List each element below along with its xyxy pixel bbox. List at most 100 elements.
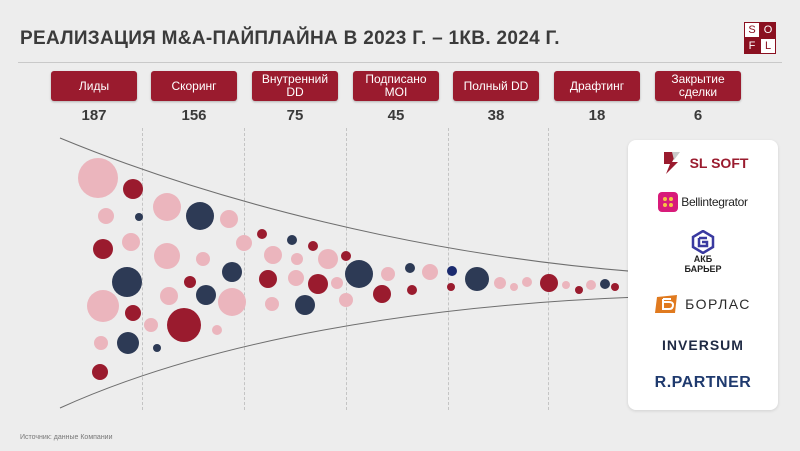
logo-letter: F xyxy=(744,38,760,54)
stage-count: 45 xyxy=(387,107,405,124)
deal-bubble xyxy=(522,277,532,287)
deal-bubble xyxy=(295,295,315,315)
logo-letter: L xyxy=(760,38,776,54)
deal-bubble xyxy=(287,235,297,245)
deal-bubble xyxy=(125,305,141,321)
deal-bubble xyxy=(331,277,343,289)
stage-label-scoring: Скоринг xyxy=(151,71,237,101)
funnel-top-curve xyxy=(59,137,641,273)
company-rpartner: R.PARTNER xyxy=(628,370,778,396)
deal-bubble xyxy=(144,318,158,332)
sl-soft-logo-icon xyxy=(663,152,680,174)
deal-bubble xyxy=(422,264,438,280)
deal-bubble xyxy=(510,283,518,291)
deal-bubble xyxy=(447,283,455,291)
stage-count: 18 xyxy=(588,107,606,124)
company-name: БОРЛАС xyxy=(685,296,751,312)
stage-count: 6 xyxy=(693,107,703,124)
deal-bubble xyxy=(92,364,108,380)
stage-divider xyxy=(548,128,549,410)
stage-count: 38 xyxy=(487,107,505,124)
funnel-bottom-curve xyxy=(59,296,641,409)
deal-bubble xyxy=(265,297,279,311)
sofl-logo: S O F L xyxy=(744,22,776,54)
deal-bubble xyxy=(494,277,506,289)
deal-bubble xyxy=(160,287,178,305)
deal-bubble xyxy=(184,276,196,288)
deal-bubble xyxy=(196,252,210,266)
deal-bubble xyxy=(345,260,373,288)
deal-bubble xyxy=(259,270,277,288)
stage-label-leads: Лиды xyxy=(51,71,137,101)
barrier-logo-icon xyxy=(691,230,715,254)
company-bellintegrator: Bellintegrator xyxy=(628,188,778,216)
deal-bubble xyxy=(447,266,457,276)
deal-bubble xyxy=(122,233,140,251)
deal-bubble xyxy=(196,285,216,305)
deal-bubble xyxy=(153,193,181,221)
company-sl-soft: SL SOFT xyxy=(628,146,778,180)
stage-label-moi: Подписано MOI xyxy=(353,71,439,101)
deal-bubble xyxy=(308,274,328,294)
deal-bubble xyxy=(257,229,267,239)
deal-bubble xyxy=(407,285,417,295)
deal-bubble xyxy=(98,208,114,224)
deal-bubble xyxy=(465,267,489,291)
bellintegrator-logo-icon xyxy=(658,192,679,212)
deal-bubble xyxy=(93,239,113,259)
deal-bubble xyxy=(186,202,214,230)
stage-label-full-dd: Полный DD xyxy=(453,71,539,101)
logo-letter: O xyxy=(760,22,776,38)
stage-count: 75 xyxy=(286,107,304,124)
deal-bubble xyxy=(562,281,570,289)
company-name: INVERSUM xyxy=(662,337,744,353)
deal-bubble xyxy=(291,253,303,265)
deal-bubble xyxy=(540,274,558,292)
company-name: SL SOFT xyxy=(689,155,749,171)
stage-count: 156 xyxy=(181,107,207,124)
deal-bubbles xyxy=(78,158,619,380)
stage-label-internal-dd: Внутренний DD xyxy=(252,71,338,101)
deal-bubble xyxy=(212,325,222,335)
company-barrier: АКБ БАРЬЕР xyxy=(628,224,778,280)
deal-bubble xyxy=(112,267,142,297)
stage-count: 187 xyxy=(81,107,107,124)
company-name: R.PARTNER xyxy=(654,374,752,391)
borlas-logo-icon xyxy=(655,295,678,313)
deal-bubble xyxy=(87,290,119,322)
deal-bubble xyxy=(339,293,353,307)
deal-bubble xyxy=(600,279,610,289)
stage-label-drafting: Драфтинг xyxy=(554,71,640,101)
deal-bubble xyxy=(586,280,596,290)
deal-bubble xyxy=(264,246,282,264)
stage-divider xyxy=(244,128,245,410)
source-note: Источник: данные Компании xyxy=(20,434,113,441)
company-inversum: INVERSUM xyxy=(628,333,778,357)
deal-bubble xyxy=(575,286,583,294)
title-divider xyxy=(18,62,782,63)
stage-label-closing: Закрытие сделки xyxy=(655,71,741,101)
deal-bubble xyxy=(288,270,304,286)
deal-bubble xyxy=(611,283,619,291)
stage-divider xyxy=(142,128,143,410)
deal-bubble xyxy=(381,267,395,281)
deal-bubble xyxy=(220,210,238,228)
company-name: АКБ БАРЬЕР xyxy=(684,254,722,274)
company-name: Bellintegrator xyxy=(681,195,748,209)
page-title: РЕАЛИЗАЦИЯ M&A-ПАЙПЛАЙНА В 2023 Г. – 1КВ… xyxy=(20,28,560,49)
deal-bubble xyxy=(218,288,246,316)
deal-bubble xyxy=(167,308,201,342)
deal-bubble xyxy=(222,262,242,282)
deal-bubble xyxy=(123,179,143,199)
company-borlas: БОРЛАС xyxy=(628,290,778,318)
deal-bubble xyxy=(236,235,252,251)
deal-bubble xyxy=(153,344,161,352)
deal-bubble xyxy=(154,243,180,269)
deal-bubble xyxy=(373,285,391,303)
logo-letter: S xyxy=(744,22,760,38)
deal-bubble xyxy=(405,263,415,273)
closed-deals-panel: SL SOFT Bellintegrator АКБ БАРЬЕР БОРЛАС xyxy=(628,140,778,410)
deal-bubble xyxy=(78,158,118,198)
